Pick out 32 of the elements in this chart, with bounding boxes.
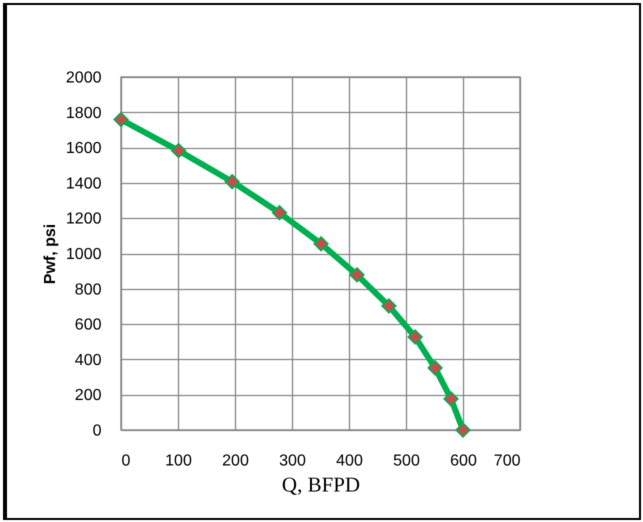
point [224,174,240,190]
point [170,142,186,158]
x-tick-label: 500 [393,452,420,470]
y-tick-label: 200 [74,387,102,404]
x-tick-label: 200 [222,452,249,470]
point [407,329,423,345]
point [349,267,365,282]
x-tick-label: 600 [450,452,477,470]
y-tick-label: 600 [74,316,102,334]
point [455,422,471,438]
y-tick-label: 0 [92,422,102,440]
y-tick-label: 2000 [66,70,102,86]
y-tick-label: 800 [74,281,102,298]
x-tick-label: 300 [279,452,306,470]
point [113,112,129,128]
y-tick-label: 1800 [66,104,102,122]
x-tick-label: 0 [122,452,130,470]
y-tick-label: 1400 [66,175,102,192]
x-tick-label: 400 [336,452,363,470]
point [381,298,397,314]
point [443,391,459,407]
x-tick-label: 100 [165,452,192,470]
x-tick-label: 700 [494,452,521,470]
x-axis-title: Q, BFPD [282,472,360,496]
y-tick-label: 1600 [66,140,102,158]
point [272,205,288,220]
point [427,360,443,376]
y-tick-label: 400 [74,352,102,369]
point [313,236,329,252]
y-axis-title: Pwf, psi [42,224,59,284]
y-tick-label: 1200 [66,210,102,228]
y-tick-label: 1000 [66,246,102,263]
